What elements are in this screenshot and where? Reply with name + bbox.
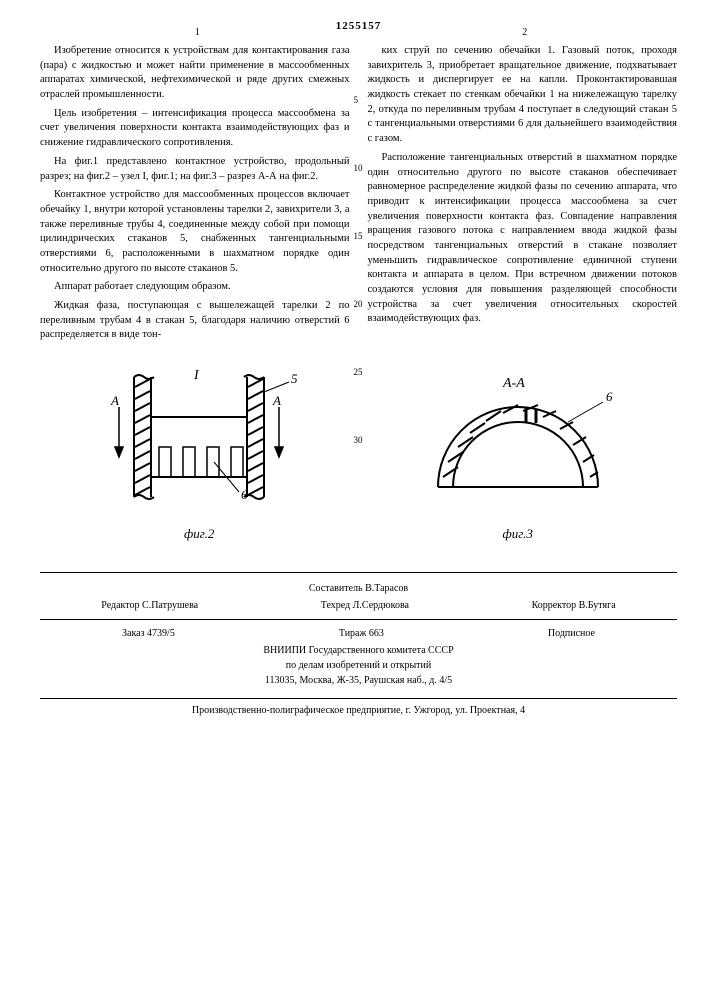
footer-order-row: Заказ 4739/5 Тираж 663 Подписное [40, 626, 677, 641]
fig2-mark-5: 5 [291, 371, 298, 386]
figure-2: I А А 5 6 фиг.2 [89, 367, 309, 542]
para: Аппарат работает следующим образом. [40, 280, 350, 295]
text-columns: 1 Изобретение относится к устройствам дл… [40, 44, 677, 347]
printer-line: Производственно-полиграфическое предприя… [40, 698, 677, 716]
corrector: Корректор В.Бутяга [532, 598, 616, 613]
fig3-svg: А-А 6 [408, 367, 628, 517]
fig3-mark-AA: А-А [502, 376, 525, 391]
line-number: 25 [354, 366, 363, 379]
fig3-label: фиг.3 [408, 526, 628, 542]
para: ких струй по сечению обечайки 1. Газовый… [368, 44, 678, 147]
fig3-mark-6: 6 [606, 389, 613, 404]
fig2-svg: I А А 5 6 [89, 367, 309, 517]
line-number: 5 [354, 94, 359, 107]
col-num-2: 2 [522, 26, 527, 40]
fig2-mark-A-left: А [110, 393, 119, 408]
fig2-label: фиг.2 [89, 526, 309, 542]
left-column: 1 Изобретение относится к устройствам дл… [40, 44, 350, 347]
subscription: Подписное [548, 626, 595, 641]
col-num-1: 1 [195, 26, 200, 40]
para: Жидкая фаза, поступающая с вышележащей т… [40, 299, 350, 343]
fig2-mark-I: I [193, 368, 200, 383]
tirage: Тираж 663 [339, 626, 384, 641]
address: 113035, Москва, Ж-35, Раушская наб., д. … [40, 673, 677, 688]
para: На фиг.1 представлено контактное устройс… [40, 155, 350, 184]
patent-number: 1255157 [40, 20, 677, 32]
para: Расположение тангенциальных отверстий в … [368, 151, 678, 327]
para: Контактное устройство для массообменных … [40, 188, 350, 276]
editor: Редактор С.Патрушева [101, 598, 198, 613]
para: Изобретение относится к устройствам для … [40, 44, 350, 103]
figures-row: I А А 5 6 фиг.2 [40, 367, 677, 542]
line-number: 20 [354, 298, 363, 311]
footer-credits-row: Редактор С.Патрушева Техред Л.Сердюкова … [40, 598, 677, 613]
fig2-mark-A-right: А [272, 393, 281, 408]
compiler: Составитель В.Тарасов [40, 581, 677, 596]
order: Заказ 4739/5 [122, 626, 175, 641]
patent-page: 1255157 1 Изобретение относится к устрой… [0, 0, 707, 726]
right-column: 2 5 10 15 20 25 30 ких струй по сечению … [368, 44, 678, 347]
footer-block: Составитель В.Тарасов Редактор С.Патруше… [40, 572, 677, 688]
line-number: 10 [354, 162, 363, 175]
org2: по делам изобретений и открытий [40, 658, 677, 673]
para: Цель изобретения – интенсификация процес… [40, 107, 350, 151]
fig2-mark-6: 6 [241, 487, 248, 502]
org: ВНИИПИ Государственного комитета СССР [40, 643, 677, 658]
figure-3: А-А 6 фиг.3 [408, 367, 628, 542]
line-number: 30 [354, 434, 363, 447]
line-number: 15 [354, 230, 363, 243]
techred: Техред Л.Сердюкова [321, 598, 409, 613]
